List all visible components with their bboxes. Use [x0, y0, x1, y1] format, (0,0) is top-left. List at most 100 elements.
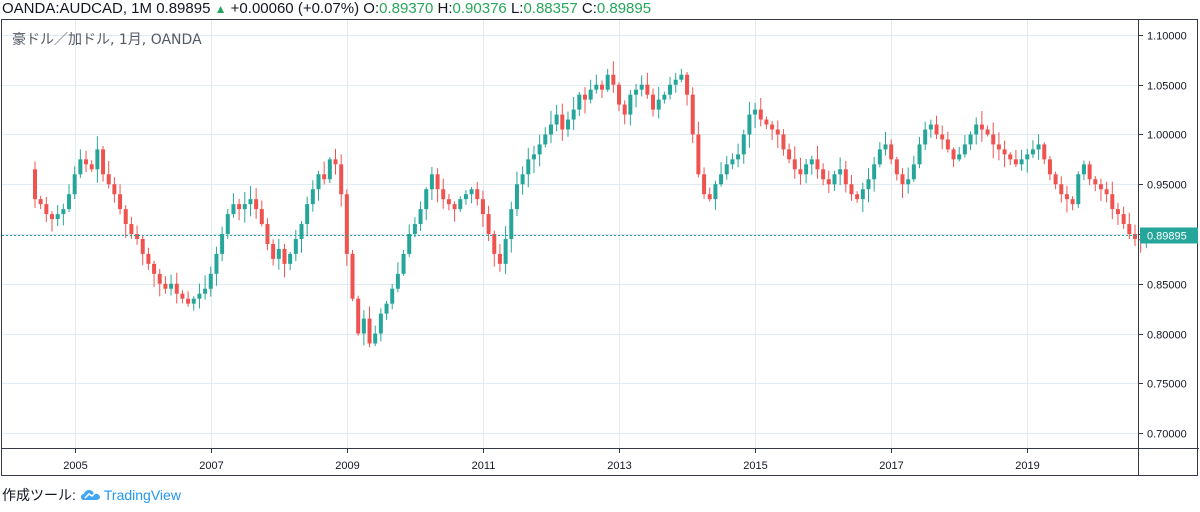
candle-body [543, 134, 548, 145]
candle-body [1104, 189, 1109, 195]
candle [50, 211, 55, 232]
candle-body [50, 214, 55, 220]
price-tick-label: 1.10000 [1147, 31, 1187, 43]
candle-body [333, 159, 338, 165]
candle-body [996, 144, 1001, 150]
candle-body [378, 313, 383, 334]
candle-body [339, 164, 344, 195]
candle [152, 260, 157, 287]
candle-body [1098, 184, 1103, 190]
candle-body [832, 174, 837, 185]
candle [327, 157, 332, 184]
time-tick-label: 2011 [472, 460, 496, 472]
candle-body [809, 159, 814, 165]
candle-body [1008, 154, 1013, 160]
candle-body [242, 204, 247, 210]
candle [741, 129, 746, 164]
candle [486, 205, 491, 242]
candle-body [537, 144, 542, 155]
candle [713, 180, 718, 210]
candle [1013, 150, 1018, 168]
candle-body [395, 273, 400, 289]
candle [855, 191, 860, 203]
chart-frame [1, 19, 1198, 476]
candle [531, 145, 536, 174]
candle [548, 110, 553, 144]
candle-body [934, 124, 939, 135]
candle [1087, 160, 1092, 186]
candle [310, 180, 315, 212]
candle [815, 145, 820, 179]
candle-body [917, 144, 922, 165]
candle-body [146, 253, 151, 264]
time-tick-label: 2019 [1015, 460, 1039, 472]
candle [866, 168, 871, 203]
candle-body [770, 124, 775, 130]
candle [339, 154, 344, 207]
candle-body [617, 84, 622, 105]
candle [600, 80, 604, 98]
candle [787, 143, 792, 164]
candle-body [764, 119, 769, 125]
candle-body [282, 248, 287, 264]
candle [968, 131, 973, 151]
last-price-tag: 0.89895 [1140, 227, 1198, 244]
candle-body [804, 164, 809, 175]
candle-body [877, 149, 882, 165]
candle-body [106, 174, 111, 185]
candle [781, 129, 786, 156]
tradingview-link[interactable]: TradingView [80, 486, 181, 504]
candle-body [33, 169, 37, 200]
candle-body [418, 209, 423, 225]
candles-series [33, 61, 1149, 348]
time-axis[interactable]: 2005 2007 2009 2011 2013 2015 2017 2019 [63, 448, 1040, 472]
candle-body [707, 194, 712, 200]
candle-body [662, 94, 667, 100]
candle [140, 235, 145, 266]
candle-body [191, 298, 196, 304]
candle-body [781, 134, 786, 150]
candle [1115, 202, 1120, 225]
candle-body [1064, 194, 1069, 200]
candle-body [928, 124, 933, 130]
candle-body [95, 149, 100, 170]
candle [242, 191, 247, 223]
candle [764, 116, 769, 130]
candle [89, 160, 94, 172]
price-tick-label: 0.95000 [1147, 180, 1187, 192]
candle-body [911, 164, 916, 180]
candle [480, 190, 485, 227]
candle-body [838, 169, 843, 175]
candle [1076, 171, 1081, 208]
candle-body [883, 144, 888, 150]
candle-body [656, 99, 661, 110]
candle [594, 74, 599, 94]
candle [220, 226, 225, 262]
candle [639, 75, 644, 97]
candle [543, 127, 548, 148]
last-price-tag-label: 0.89895 [1147, 231, 1187, 243]
candle-body [1053, 174, 1058, 185]
tradingview-brand: TradingView [103, 487, 181, 503]
candle-body [974, 124, 979, 135]
price-chart[interactable]: 0.700000.750000.800000.850000.900000.950… [0, 18, 1200, 478]
candle-body [957, 154, 962, 160]
candle-body [821, 169, 826, 180]
candle-body [390, 288, 395, 304]
candle [560, 103, 565, 141]
candle [775, 120, 780, 148]
symbol-name[interactable]: OANDA:AUDCAD, 1M [2, 0, 153, 17]
candle [1081, 160, 1086, 181]
candle-body [463, 194, 468, 200]
candle-body [855, 194, 860, 200]
candle-body [248, 199, 253, 205]
price-axis[interactable]: 0.700000.750000.800000.850000.900000.950… [1138, 31, 1187, 441]
candle-body [651, 94, 656, 110]
candle [945, 131, 950, 153]
candle [78, 149, 83, 179]
candle [537, 134, 542, 167]
price-tick-label: 1.00000 [1147, 130, 1187, 142]
candle-body [350, 253, 355, 299]
candle [730, 153, 735, 170]
candle [1025, 148, 1030, 173]
